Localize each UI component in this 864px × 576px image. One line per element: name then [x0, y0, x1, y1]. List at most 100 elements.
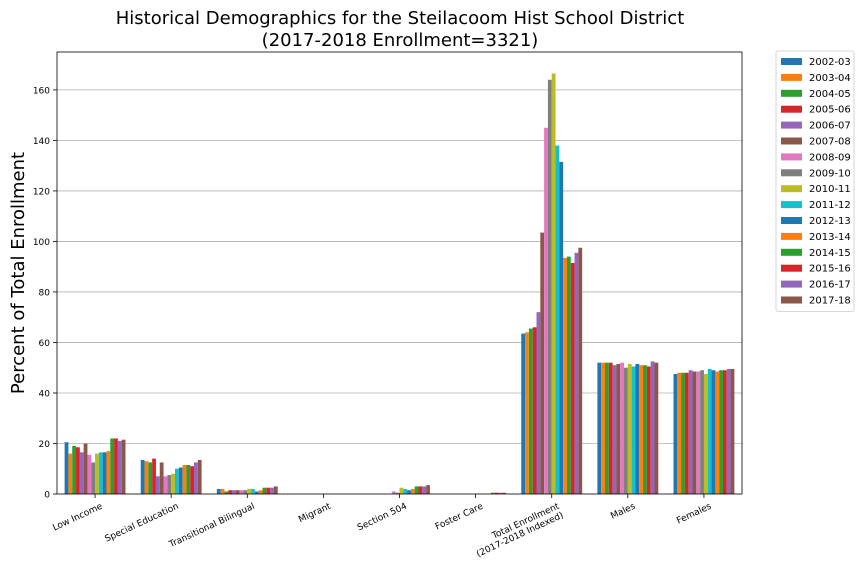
y-tick-label: 40 [39, 389, 51, 399]
legend-box [775, 50, 855, 312]
bar-2015-16-8 [722, 370, 727, 494]
bar-2009-10-2 [243, 490, 248, 494]
bar-2005-06-8 [684, 372, 689, 494]
bar-2005-06-6 [532, 327, 537, 494]
bar-2010-11-0 [95, 453, 99, 494]
bar-2015-16-6 [570, 262, 575, 494]
bar-2007-08-2 [235, 490, 240, 494]
bar-2010-11-2 [247, 488, 252, 494]
bar-2013-14-1 [182, 464, 187, 494]
bar-2004-05-7 [605, 362, 609, 494]
legend-swatch-2012-13 [781, 217, 802, 224]
bar-2003-04-1 [144, 461, 149, 494]
bar-2006-07-6 [536, 312, 541, 494]
legend-label-2015-16: 2015-16 [809, 264, 851, 275]
bar-2017-18-6 [578, 247, 583, 494]
bar-2007-08-6 [540, 232, 545, 495]
bar-2005-06-0 [76, 447, 80, 494]
bar-2014-15-6 [566, 256, 571, 494]
bar-2012-13-6 [559, 161, 564, 494]
bar-2012-13-4 [407, 490, 411, 494]
bar-2007-08-7 [616, 363, 621, 494]
bar-2010-11-6 [551, 73, 556, 495]
legend-swatch-2016-17 [781, 280, 802, 288]
bar-2003-04-2 [220, 488, 225, 494]
y-tick-label: 60 [39, 339, 51, 349]
legend-swatch-2011-12 [781, 201, 802, 209]
bar-2004-05-0 [72, 446, 77, 494]
bar-2003-04-8 [677, 372, 682, 494]
bar-2012-13-7 [635, 363, 640, 494]
legend-swatch-2006-07 [781, 121, 802, 129]
bar-2015-16-5 [494, 492, 499, 494]
bar-2008-09-6 [544, 127, 548, 495]
bar-2017-18-0 [121, 439, 126, 494]
bar-2005-06-7 [608, 362, 613, 494]
bar-2008-09-0 [87, 454, 92, 494]
legend-swatch-2002-03 [781, 58, 802, 65]
bar-2002-03-7 [597, 362, 602, 494]
bar-2016-17-0 [117, 440, 122, 494]
bar-2015-16-7 [646, 366, 651, 494]
bar-2007-08-1 [159, 462, 164, 494]
legend-swatch-2009-10 [781, 169, 802, 177]
bar-2010-11-7 [627, 363, 632, 494]
bar-2013-14-7 [639, 365, 644, 494]
legend-label-2006-07: 2006-07 [809, 121, 851, 132]
bar-2015-16-4 [418, 486, 423, 494]
legend-label-2014-15: 2014-15 [809, 248, 851, 259]
bar-2008-09-7 [620, 362, 625, 494]
x-tick-label: Special Education [104, 502, 181, 545]
bar-2014-15-5 [490, 492, 495, 494]
bar-2002-03-0 [64, 442, 69, 494]
legend-swatch-2010-11 [781, 185, 802, 193]
bar-2002-03-1 [140, 459, 145, 494]
legend-label-2016-17: 2016-17 [809, 280, 851, 291]
bar-2009-10-1 [167, 475, 172, 494]
legend-swatch-2014-15 [781, 248, 802, 256]
bar-2005-06-2 [228, 490, 233, 494]
x-tick-label: Low Income [51, 501, 104, 533]
legend-label-2011-12: 2011-12 [809, 200, 851, 211]
bar-2017-18-7 [654, 362, 659, 494]
bar-2012-13-2 [254, 491, 259, 494]
legend-swatch-2008-09 [781, 153, 802, 161]
legend-swatch-2013-14 [781, 232, 802, 240]
bar-2017-18-2 [273, 486, 278, 494]
y-axis-label: Percent of Total Enrollment [8, 152, 29, 394]
legend-label-2008-09: 2008-09 [809, 152, 851, 163]
bar-2014-15-0 [110, 438, 115, 494]
bar-2013-14-0 [106, 451, 111, 494]
chart-subtitle: (2017-2018 Enrollment=3321) [261, 30, 539, 51]
legend-label-2004-05: 2004-05 [809, 89, 851, 100]
bar-2011-12-8 [707, 368, 712, 494]
y-tick-label: 80 [39, 288, 51, 298]
bar-2017-18-1 [197, 459, 202, 494]
x-tick-label: Total Enrollment(2017-2018 Indexed) [471, 501, 566, 559]
bar-2010-11-8 [703, 374, 708, 494]
x-tick-label: Migrant [297, 501, 333, 525]
bar-2016-17-8 [726, 368, 731, 494]
bar-2009-10-7 [624, 367, 628, 494]
bar-2008-09-2 [239, 490, 244, 494]
legend-swatch-2004-05 [781, 89, 802, 97]
legend-label-2005-06: 2005-06 [809, 105, 851, 116]
legend-label-2002-03: 2002-03 [809, 57, 851, 68]
legend-swatch-2015-16 [781, 264, 802, 272]
bar-2012-13-1 [178, 467, 183, 494]
bar-2009-10-0 [91, 462, 96, 494]
x-tick-label: Foster Care [434, 501, 485, 532]
bar-2004-05-6 [528, 328, 533, 494]
legend-label-2013-14: 2013-14 [809, 232, 851, 243]
bar-2004-05-8 [681, 372, 685, 494]
bar-2016-17-4 [422, 486, 427, 494]
bar-2013-14-4 [410, 488, 415, 494]
bar-2003-04-7 [601, 362, 605, 494]
bar-2008-09-8 [696, 371, 701, 494]
bar-2017-18-5 [502, 492, 507, 494]
bar-2002-03-8 [673, 374, 678, 494]
legend-label-2010-11: 2010-11 [809, 184, 851, 195]
bar-2008-09-1 [163, 476, 168, 494]
bar-2014-15-2 [262, 487, 267, 494]
